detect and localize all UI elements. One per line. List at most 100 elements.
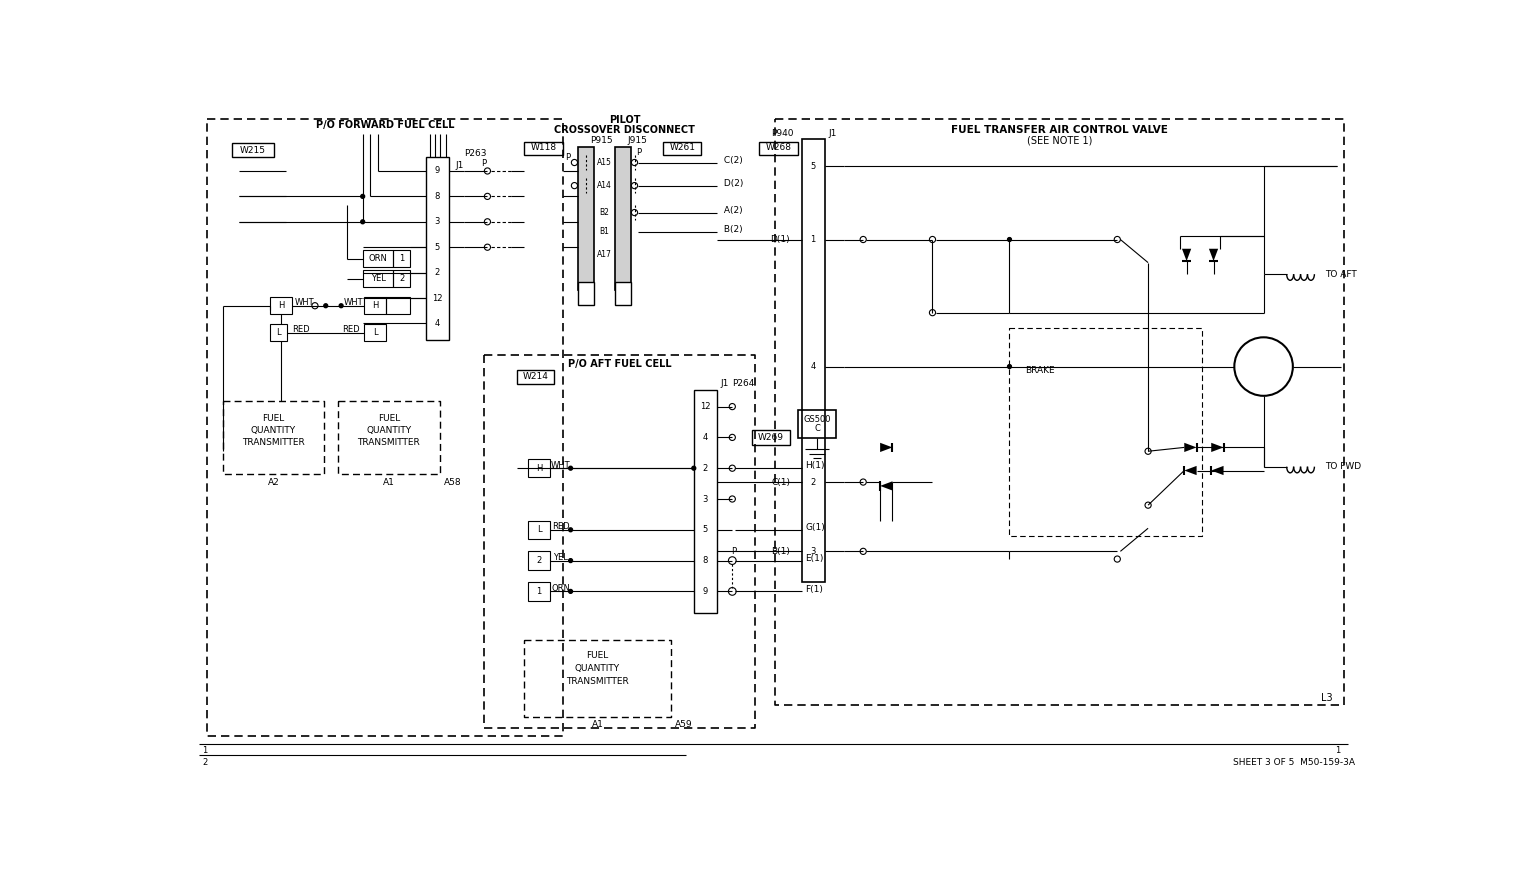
Text: GS500: GS500: [803, 416, 831, 424]
Text: D(2): D(2): [720, 179, 743, 188]
Polygon shape: [881, 481, 893, 491]
Bar: [270, 298, 293, 314]
Text: J1: J1: [720, 379, 729, 388]
Text: 9: 9: [435, 167, 440, 175]
Text: 2: 2: [811, 478, 816, 486]
Bar: [362, 251, 394, 267]
Polygon shape: [1211, 443, 1223, 452]
Text: 5: 5: [435, 243, 440, 251]
Text: W215: W215: [240, 146, 265, 155]
Text: FUEL: FUEL: [377, 414, 400, 423]
Text: YEL: YEL: [370, 274, 385, 283]
Text: RED: RED: [343, 325, 359, 334]
Text: W214: W214: [522, 372, 549, 382]
Text: FUEL: FUEL: [587, 650, 608, 660]
Text: F(1): F(1): [805, 585, 823, 594]
Text: L: L: [537, 526, 541, 534]
Text: 12: 12: [700, 402, 711, 411]
Bar: [615, 148, 631, 290]
Polygon shape: [1211, 466, 1223, 475]
Text: D(1): D(1): [770, 235, 790, 244]
Text: W268: W268: [766, 143, 791, 153]
Bar: [760, 141, 797, 155]
Bar: [528, 520, 550, 539]
Text: J1: J1: [829, 128, 837, 138]
Bar: [694, 389, 717, 613]
Text: 2: 2: [537, 556, 541, 565]
Text: A17: A17: [597, 251, 612, 259]
Text: 5: 5: [811, 162, 816, 171]
Text: P915: P915: [590, 136, 612, 146]
Text: A14: A14: [597, 181, 612, 190]
Text: P: P: [731, 546, 737, 556]
Text: CROSSOVER DISCONNECT: CROSSOVER DISCONNECT: [553, 125, 694, 135]
Text: P: P: [565, 153, 570, 162]
Bar: [752, 430, 790, 445]
Text: 1: 1: [811, 235, 816, 244]
Circle shape: [1008, 365, 1011, 368]
Text: P/O FORWARD FUEL CELL: P/O FORWARD FUEL CELL: [315, 120, 455, 130]
Text: FUEL: FUEL: [262, 414, 285, 423]
Text: WHT: WHT: [296, 299, 315, 307]
Bar: [615, 282, 631, 305]
Text: 8: 8: [702, 556, 708, 565]
Text: L: L: [373, 328, 377, 337]
Text: H: H: [277, 301, 285, 310]
Text: 1: 1: [537, 587, 541, 596]
Text: G(1): G(1): [805, 523, 825, 532]
Circle shape: [324, 304, 327, 307]
Text: WHT: WHT: [550, 461, 570, 470]
Text: B2: B2: [599, 208, 609, 217]
Text: 4: 4: [703, 433, 708, 442]
Circle shape: [340, 304, 343, 307]
Bar: [578, 148, 594, 290]
Text: QUANTITY: QUANTITY: [575, 663, 620, 673]
Text: TO AFT: TO AFT: [1325, 270, 1357, 278]
Bar: [528, 552, 550, 570]
Text: P: P: [637, 148, 641, 157]
Text: 9: 9: [703, 587, 708, 596]
Circle shape: [568, 466, 573, 471]
Text: TRANSMITTER: TRANSMITTER: [243, 438, 305, 447]
Text: A15: A15: [597, 158, 612, 167]
Text: B(1): B(1): [772, 546, 790, 556]
Text: B(2): B(2): [720, 225, 743, 234]
Bar: [232, 143, 274, 157]
Bar: [426, 157, 449, 340]
Text: P/O AFT FUEL CELL: P/O AFT FUEL CELL: [568, 360, 672, 369]
Text: H: H: [371, 301, 377, 310]
Bar: [394, 251, 411, 267]
Text: 3: 3: [435, 217, 440, 226]
Text: P264: P264: [732, 379, 755, 388]
Polygon shape: [881, 443, 893, 452]
Circle shape: [1234, 337, 1293, 395]
Text: FUEL TRANSFER AIR CONTROL VALVE: FUEL TRANSFER AIR CONTROL VALVE: [951, 125, 1167, 135]
Circle shape: [361, 195, 365, 198]
Bar: [385, 298, 411, 314]
Circle shape: [568, 528, 573, 532]
Bar: [802, 140, 825, 582]
Text: A(2): A(2): [720, 206, 743, 215]
Text: 2: 2: [703, 464, 708, 472]
Text: TRANSMITTER: TRANSMITTER: [565, 677, 629, 686]
Text: QUANTITY: QUANTITY: [367, 426, 411, 435]
Bar: [528, 582, 550, 601]
Bar: [364, 298, 385, 314]
Circle shape: [568, 559, 573, 562]
Text: E(1): E(1): [805, 553, 823, 563]
Text: J915: J915: [628, 136, 647, 146]
Text: A1: A1: [591, 720, 603, 729]
Text: P263: P263: [464, 148, 487, 158]
Text: L: L: [276, 328, 280, 337]
Text: H(1): H(1): [805, 462, 825, 471]
Text: YEL: YEL: [553, 553, 568, 562]
Bar: [362, 271, 394, 287]
Text: 1: 1: [1336, 746, 1340, 755]
Text: ORN: ORN: [368, 254, 388, 264]
Bar: [270, 324, 287, 341]
Text: P: P: [481, 159, 487, 168]
Text: WHT: WHT: [344, 299, 364, 307]
Text: A2: A2: [267, 478, 279, 486]
Text: 2: 2: [399, 274, 405, 283]
Text: 4: 4: [435, 319, 440, 328]
